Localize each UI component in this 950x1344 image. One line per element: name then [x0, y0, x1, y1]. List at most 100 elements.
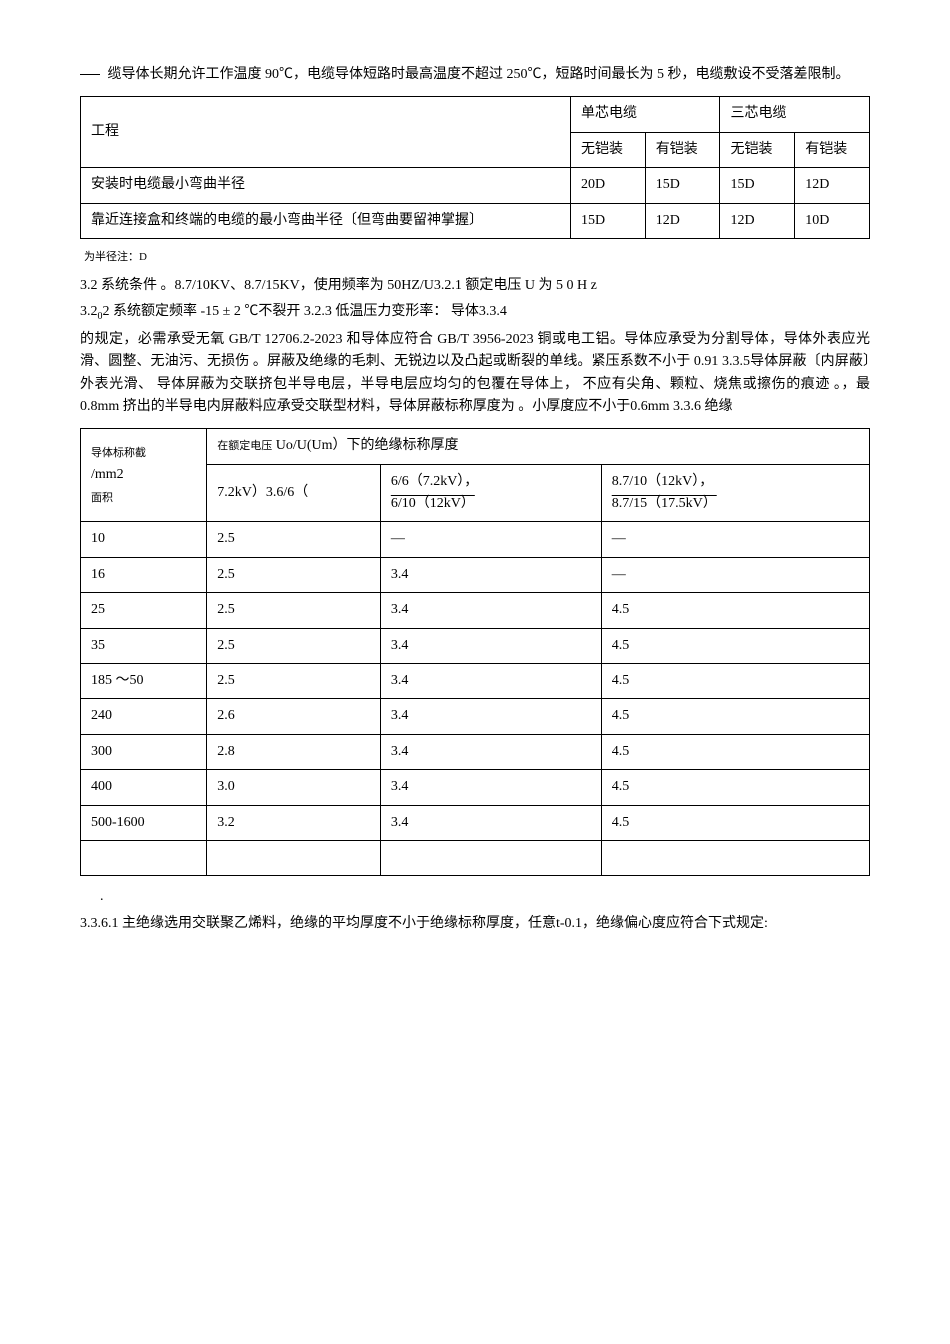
table-cell: 2.6	[207, 699, 381, 734]
table-cell: 3.2	[207, 805, 381, 840]
table-row: 靠近连接盒和终端的电缆的最小弯曲半径〔但弯曲要留神掌握〕 15D 12D 12D…	[81, 203, 870, 238]
bend-radius-table: 工程 单芯电缆 三芯电缆 无铠装 有铠装 无铠装 有铠装 安装时电缆最小弯曲半径…	[80, 96, 870, 239]
table-cell: 3.4	[380, 664, 601, 699]
table2-subheader-2b: 6/10（12kV）	[391, 496, 475, 511]
table-cell: 16	[81, 557, 207, 592]
table-cell: 4.5	[601, 664, 869, 699]
table-cell: 4.5	[601, 770, 869, 805]
table-cell: 4.5	[601, 699, 869, 734]
table-row: 16 2.5 3.4 —	[81, 557, 870, 592]
table2-header-right-text: Uo/U(Um）下的绝缘标称厚度	[276, 438, 459, 453]
table-cell: 300	[81, 734, 207, 769]
table-cell: 4.5	[601, 628, 869, 663]
table-row: 240 2.6 3.4 4.5	[81, 699, 870, 734]
table-cell: 10D	[795, 203, 870, 238]
table2-header-right: 在额定电压 Uo/U(Um）下的绝缘标称厚度	[207, 429, 870, 464]
table-cell: 15D	[720, 168, 795, 203]
table-subheader-1: 无铠装	[571, 132, 646, 167]
table-cell: 2.8	[207, 734, 381, 769]
table-cell-label: 靠近连接盒和终端的电缆的最小弯曲半径〔但弯曲要留神掌握〕	[81, 203, 571, 238]
table-cell: 2.5	[207, 557, 381, 592]
table2-header-left-line3: 面积	[91, 492, 113, 504]
body-p1: 3.2 系统条件 。8.7/10KV、8.7/15KV，使用频率为 50HZ/U…	[80, 278, 553, 293]
body-p2-cont: 2 系统额定频率 -15 ± 2 ℃不裂开 3.2.3 低温压力变形率： 导体3…	[103, 304, 507, 319]
table-cell: 4.5	[601, 734, 869, 769]
footer-paragraph: 3.3.6.1 主绝缘选用交联聚乙烯料，绝缘的平均厚度不小于绝缘标称厚度，任意t…	[80, 913, 870, 935]
table-cell: 3.4	[380, 734, 601, 769]
table-cell: 2.5	[207, 593, 381, 628]
table2-subheader-1: 7.2kV）3.6/6（	[207, 464, 381, 522]
table2-subheader-2: 6/6（7.2kV）， 6/10（12kV）	[380, 464, 601, 522]
table-subheader-3: 无铠装	[720, 132, 795, 167]
table-row: 300 2.8 3.4 4.5	[81, 734, 870, 769]
table-cell: 185 ～50	[81, 664, 207, 699]
table-cell	[380, 840, 601, 875]
table2-subheader-2a: 6/6（7.2kV），	[391, 474, 479, 489]
table-row: 10 2.5 — —	[81, 522, 870, 557]
table-cell-label: 安装时电缆最小弯曲半径	[81, 168, 571, 203]
table-cell: 400	[81, 770, 207, 805]
table2-header-left-line2: /mm2	[91, 467, 124, 482]
table-header-project: 工程	[81, 97, 571, 168]
table2-header-right-prefix: 在额定电压	[217, 440, 272, 452]
table-cell: —	[601, 557, 869, 592]
table-cell: 15D	[571, 203, 646, 238]
table-cell: 3.4	[380, 593, 601, 628]
table-row: 35 2.5 3.4 4.5	[81, 628, 870, 663]
table-cell: 35	[81, 628, 207, 663]
footer-dot: .	[100, 886, 870, 908]
table-cell: 2.5	[207, 522, 381, 557]
table1-note: 为半径注：D	[84, 249, 870, 267]
table-cell: 500-1600	[81, 805, 207, 840]
table-row: 400 3.0 3.4 4.5	[81, 770, 870, 805]
body-paragraph-3: 的规定，必需承受无氧 GB/T 12706.2-2023 和导体应符合 GB/T…	[80, 329, 870, 419]
table-cell: 20D	[571, 168, 646, 203]
table-cell: 12D	[720, 203, 795, 238]
table-cell: 3.4	[380, 770, 601, 805]
table-cell: 4.5	[601, 805, 869, 840]
body-p1-cont: 5 0 H z	[556, 278, 597, 293]
table-cell: 4.5	[601, 593, 869, 628]
table2-subheader-3b: 8.7/15（17.5kV）	[612, 496, 717, 511]
table-cell: 15D	[645, 168, 720, 203]
table-cell: 3.4	[380, 805, 601, 840]
table-subheader-2: 有铠装	[645, 132, 720, 167]
table-cell: 3.4	[380, 628, 601, 663]
table-subheader-4: 有铠装	[795, 132, 870, 167]
table-cell: 3.4	[380, 699, 601, 734]
table-cell: 2.5	[207, 628, 381, 663]
table-cell: —	[380, 522, 601, 557]
table2-subheader-3: 8.7/10（12kV）， 8.7/15（17.5kV）	[601, 464, 869, 522]
table-row-empty	[81, 840, 870, 875]
insulation-thickness-table: 导体标称截 /mm2 面积 在额定电压 Uo/U(Um）下的绝缘标称厚度 7.2…	[80, 428, 870, 876]
table-cell: 12D	[645, 203, 720, 238]
table-row: 185 ～50 2.5 3.4 4.5	[81, 664, 870, 699]
body-paragraph-2: 3.202 系统额定频率 -15 ± 2 ℃不裂开 3.2.3 低温压力变形率：…	[80, 301, 870, 325]
intro-paragraph: 缆导体长期允许工作温度 90℃，电缆导体短路时最高温度不超过 250℃，短路时间…	[80, 64, 870, 86]
table2-header-row-1: 导体标称截 /mm2 面积 在额定电压 Uo/U(Um）下的绝缘标称厚度	[81, 429, 870, 464]
table2-subheader-3a: 8.7/10（12kV），	[612, 474, 714, 489]
table-row: 25 2.5 3.4 4.5	[81, 593, 870, 628]
table2-header-left-line1: 导体标称截	[91, 447, 146, 459]
table-cell	[81, 840, 207, 875]
table-cell: 25	[81, 593, 207, 628]
table2-header-left: 导体标称截 /mm2 面积	[81, 429, 207, 522]
table-header-single-core: 单芯电缆	[571, 97, 720, 132]
table-cell	[601, 840, 869, 875]
intro-text: 缆导体长期允许工作温度 90℃，电缆导体短路时最高温度不超过 250℃，短路时间…	[108, 67, 850, 82]
table-header-row-1: 工程 单芯电缆 三芯电缆	[81, 97, 870, 132]
table-cell: 3.4	[380, 557, 601, 592]
table-cell: 240	[81, 699, 207, 734]
body-paragraph-1: 3.2 系统条件 。8.7/10KV、8.7/15KV，使用频率为 50HZ/U…	[80, 275, 870, 297]
table-cell	[207, 840, 381, 875]
table-header-three-core: 三芯电缆	[720, 97, 870, 132]
table-cell: —	[601, 522, 869, 557]
dash-prefix	[80, 74, 100, 75]
table-cell: 10	[81, 522, 207, 557]
table-row: 安装时电缆最小弯曲半径 20D 15D 15D 12D	[81, 168, 870, 203]
table-cell: 2.5	[207, 664, 381, 699]
table-cell: 12D	[795, 168, 870, 203]
table-row: 500-1600 3.2 3.4 4.5	[81, 805, 870, 840]
table-cell: 3.0	[207, 770, 381, 805]
body-p2-prefix: 3.2	[80, 304, 98, 319]
